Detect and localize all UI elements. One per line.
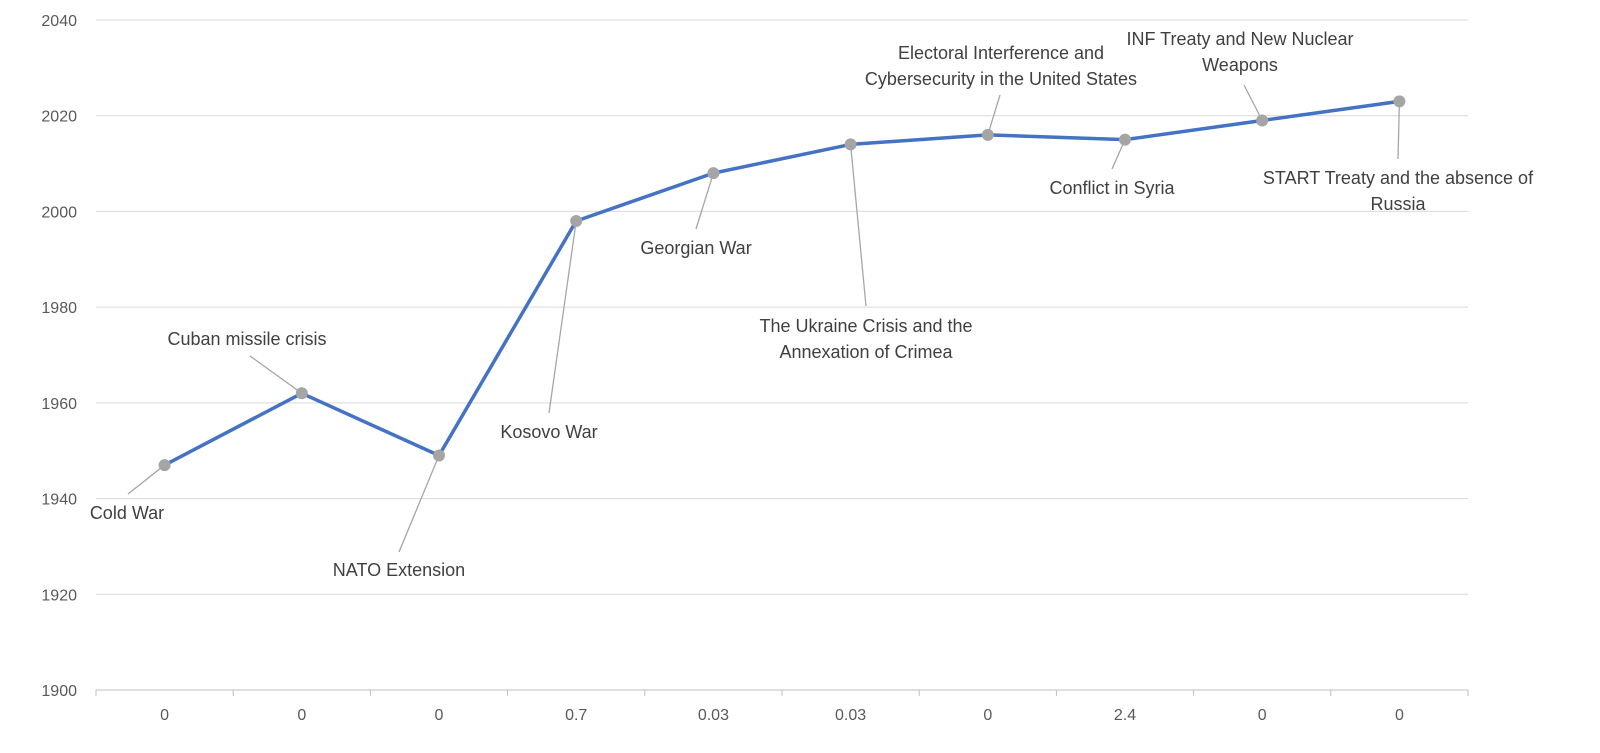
x-axis: 0 0 0 0.7 0.03 0.03 0 2.4 0 0 <box>95 689 1469 724</box>
annotation-label: INF Treaty and New Nuclear <box>1126 29 1353 49</box>
x-tick-label: 2.4 <box>1114 707 1136 724</box>
x-tick-label: 0.03 <box>835 707 866 724</box>
data-point <box>433 449 445 462</box>
y-tick-label: 1960 <box>41 396 77 413</box>
annotation-label: NATO Extension <box>333 560 465 580</box>
annotation-label: Cold War <box>90 503 164 523</box>
annotation-label: The Ukraine Crisis and the <box>759 316 972 336</box>
x-tick-label: 0 <box>1258 707 1267 724</box>
x-tick-label: 0 <box>297 707 306 724</box>
y-tick-label: 1920 <box>41 587 77 604</box>
annotation-leader-line <box>398 455 440 553</box>
data-point <box>570 215 583 227</box>
annotation-label: START Treaty and the absence of <box>1263 168 1534 188</box>
annotation-label: Cybersecurity in the United States <box>865 69 1137 89</box>
y-tick-label: 1980 <box>41 300 77 317</box>
data-point <box>707 167 720 180</box>
annotation-leader-line <box>548 220 577 414</box>
y-tick-label: 1900 <box>41 683 77 700</box>
x-tick-label: 0 <box>1395 707 1404 724</box>
series-line <box>162 99 1402 467</box>
gridlines <box>96 19 1468 595</box>
annotation-label: Kosovo War <box>500 422 597 442</box>
data-point <box>1393 95 1406 108</box>
x-tick-label: 0.03 <box>698 707 729 724</box>
y-axis-ticks: 1900 1920 1940 1960 1980 2000 2020 2040 <box>41 13 77 700</box>
data-point <box>1119 133 1131 146</box>
annotation-label: Annexation of Crimea <box>779 342 953 362</box>
data-point <box>158 459 171 472</box>
x-tick-label: 0 <box>983 707 992 724</box>
annotation-leader-line <box>127 464 166 495</box>
annotation-leader-line <box>1243 84 1263 121</box>
y-tick-label: 2000 <box>41 204 77 221</box>
data-point <box>1256 114 1269 127</box>
annotation-leader-line <box>849 144 867 307</box>
data-points <box>158 95 1406 472</box>
annotation-label: Weapons <box>1202 55 1278 75</box>
y-tick-label: 1940 <box>41 492 77 509</box>
annotation-leader-line <box>249 355 303 394</box>
data-point <box>844 138 857 151</box>
annotation-label: Electoral Interference and <box>898 43 1104 63</box>
x-tick-label: 0.7 <box>565 707 587 724</box>
annotation-leader-line <box>695 172 715 230</box>
data-point <box>981 128 994 141</box>
x-tick-label: 0 <box>160 707 169 724</box>
annotation-leader-line <box>1397 101 1401 160</box>
annotation-leader-line <box>987 94 1001 136</box>
annotation-label: Conflict in Syria <box>1049 178 1175 198</box>
y-tick-label: 2020 <box>41 109 77 126</box>
x-tick-label: 0 <box>435 707 444 724</box>
annotations: Cold War Cuban missile crisis NATO Extensi… <box>90 29 1534 580</box>
series <box>162 99 1402 467</box>
data-point <box>295 387 308 400</box>
annotation-label: Russia <box>1370 194 1426 214</box>
annotation-label: Cuban missile crisis <box>167 329 326 349</box>
y-tick-label: 2040 <box>41 13 77 30</box>
annotation-label: Georgian War <box>640 238 751 258</box>
